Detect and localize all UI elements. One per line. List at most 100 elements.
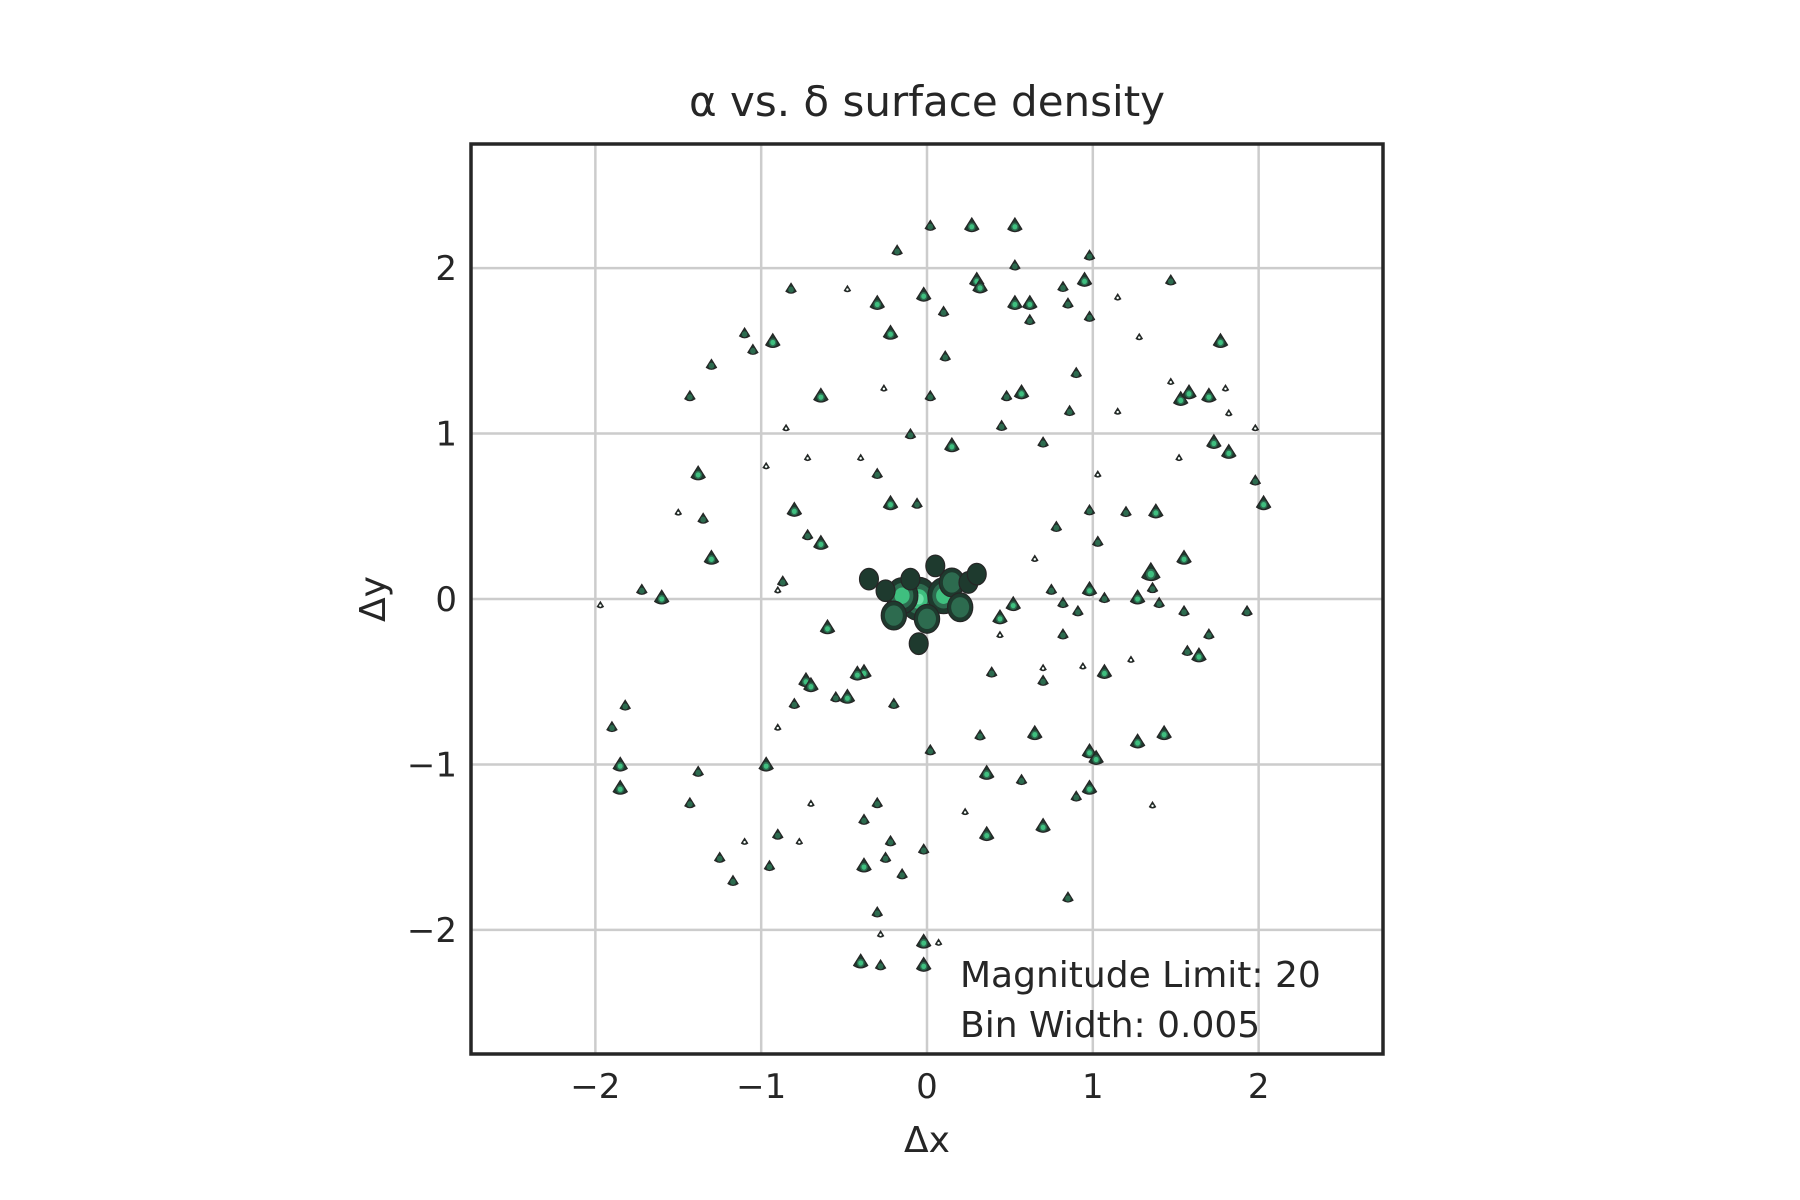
contour-high bbox=[1135, 740, 1141, 746]
density-peak bbox=[963, 216, 980, 233]
density-peak bbox=[684, 796, 696, 809]
contour-mid bbox=[804, 533, 811, 540]
density-peak bbox=[1127, 655, 1135, 663]
contour-hole bbox=[1254, 427, 1257, 430]
density-peak bbox=[996, 630, 1004, 639]
contour-hole bbox=[1177, 457, 1181, 460]
contour-high bbox=[1196, 654, 1202, 660]
density-peak bbox=[1072, 604, 1084, 617]
density-peak bbox=[972, 278, 988, 294]
density-peak bbox=[697, 512, 709, 524]
density-peak bbox=[758, 756, 774, 772]
density-peak bbox=[773, 723, 782, 731]
contour-mid bbox=[779, 579, 786, 586]
contour-mid bbox=[695, 769, 701, 776]
contour-high bbox=[659, 596, 665, 602]
contour-mid bbox=[639, 587, 645, 594]
density-peak bbox=[803, 453, 812, 462]
density-peak bbox=[1096, 663, 1113, 679]
contour-mid bbox=[1073, 794, 1079, 801]
density-peak bbox=[762, 461, 770, 470]
annotation-bin-width: Bin Width: 0.005 bbox=[960, 1005, 1260, 1046]
density-peak bbox=[690, 465, 706, 481]
contour-high bbox=[617, 786, 623, 792]
density-peak bbox=[891, 244, 903, 256]
contour-high bbox=[708, 556, 714, 562]
density-peak bbox=[813, 534, 829, 550]
density-peak bbox=[1181, 383, 1197, 400]
density-peak bbox=[740, 837, 749, 845]
density-peak bbox=[1201, 387, 1217, 403]
contour-hole bbox=[677, 511, 680, 515]
contour-mid bbox=[899, 872, 905, 879]
contour-mid bbox=[741, 331, 748, 338]
contour-mid bbox=[882, 855, 889, 862]
density-peak bbox=[705, 358, 718, 370]
contour-mid bbox=[942, 354, 948, 361]
density-peak bbox=[974, 728, 986, 741]
density-peak bbox=[807, 799, 815, 807]
contour-mid bbox=[700, 516, 706, 523]
central-density-peak bbox=[875, 579, 896, 603]
contour-mid bbox=[750, 347, 756, 354]
contour-mid bbox=[1060, 600, 1066, 607]
contour-mid bbox=[1123, 509, 1129, 516]
contour-hole bbox=[859, 457, 862, 460]
contour-hole bbox=[809, 802, 813, 806]
contour-high bbox=[888, 331, 893, 337]
central-density-peak bbox=[966, 562, 987, 586]
density-peak bbox=[776, 575, 789, 587]
density-peak bbox=[939, 350, 952, 362]
density-contours bbox=[596, 216, 1272, 972]
contour-outer bbox=[966, 562, 987, 586]
x-tick-label: 1 bbox=[1082, 1067, 1104, 1107]
density-peak bbox=[1120, 505, 1132, 518]
contour-high bbox=[825, 626, 830, 632]
contour-mid bbox=[1095, 539, 1101, 546]
contour-mid bbox=[951, 597, 970, 618]
density-peak bbox=[785, 282, 797, 294]
contour-mid bbox=[920, 847, 927, 854]
contour-high bbox=[854, 672, 860, 678]
density-peak bbox=[995, 419, 1008, 432]
density-peak bbox=[803, 676, 819, 693]
contour-mid bbox=[874, 910, 881, 917]
contour-mid bbox=[877, 963, 884, 970]
contour-high bbox=[1161, 732, 1167, 738]
density-peak bbox=[1057, 280, 1069, 293]
density-peak bbox=[1203, 628, 1215, 640]
contour-high bbox=[1087, 588, 1092, 594]
density-peak bbox=[924, 743, 937, 756]
density-peak bbox=[896, 867, 908, 880]
y-axis-label: Δy bbox=[353, 576, 394, 622]
contour-high bbox=[949, 444, 955, 450]
contour-mid bbox=[1149, 586, 1156, 593]
contour-hole bbox=[1129, 659, 1133, 662]
density-peak bbox=[874, 958, 887, 971]
contour-high bbox=[1012, 224, 1018, 230]
density-peak bbox=[635, 583, 648, 595]
density-peak bbox=[1175, 453, 1183, 462]
contour-mid bbox=[1012, 263, 1018, 270]
contour-mid bbox=[1066, 409, 1073, 416]
contour-mid bbox=[1206, 632, 1212, 639]
contour-high bbox=[1147, 570, 1155, 578]
density-peak bbox=[1063, 404, 1076, 417]
contour-hole bbox=[846, 288, 849, 291]
contour-mid bbox=[1075, 609, 1081, 616]
density-peak bbox=[596, 600, 605, 609]
contour-mid bbox=[927, 748, 934, 755]
contour-high bbox=[858, 960, 864, 966]
contour-high bbox=[1186, 391, 1192, 397]
contour-high bbox=[1206, 394, 1212, 400]
y-tick-label: −2 bbox=[407, 911, 457, 951]
density-peak bbox=[612, 779, 629, 795]
contour-high bbox=[818, 394, 824, 400]
density-peak bbox=[1081, 779, 1098, 795]
central-density-peak bbox=[938, 567, 966, 598]
contour-high bbox=[1082, 278, 1087, 284]
contour-outer bbox=[925, 554, 946, 578]
contour-mid bbox=[716, 855, 723, 862]
contour-high bbox=[1261, 502, 1267, 508]
contour-mid bbox=[708, 362, 715, 369]
